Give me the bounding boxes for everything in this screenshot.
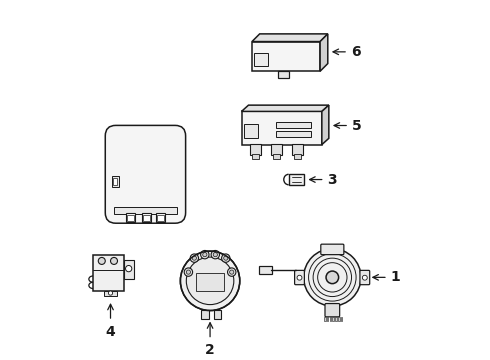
Bar	[276, 122, 311, 128]
Polygon shape	[320, 34, 328, 71]
Bar	[292, 144, 303, 155]
Bar	[114, 207, 177, 215]
Circle shape	[224, 256, 228, 260]
Text: 3: 3	[327, 172, 337, 186]
Bar	[278, 71, 289, 77]
Polygon shape	[93, 255, 124, 291]
Bar	[276, 131, 311, 137]
Circle shape	[221, 254, 230, 262]
Text: 5: 5	[352, 118, 362, 132]
Circle shape	[227, 268, 236, 276]
Circle shape	[180, 251, 240, 311]
Polygon shape	[252, 34, 328, 41]
Bar	[242, 112, 322, 145]
Bar	[196, 273, 224, 291]
Text: 6: 6	[351, 45, 361, 59]
Bar	[142, 213, 151, 222]
Bar	[338, 317, 340, 321]
Bar	[271, 144, 282, 155]
Circle shape	[98, 257, 105, 265]
Circle shape	[186, 270, 191, 274]
FancyBboxPatch shape	[360, 270, 370, 285]
Circle shape	[213, 253, 218, 257]
Circle shape	[184, 268, 193, 276]
Bar	[157, 215, 164, 221]
Bar	[289, 174, 304, 185]
Bar	[113, 178, 118, 185]
Bar	[250, 144, 261, 155]
Bar	[254, 53, 268, 66]
Bar	[214, 310, 221, 319]
Bar	[103, 291, 118, 296]
Bar	[259, 266, 272, 274]
Text: 2: 2	[205, 343, 215, 357]
Circle shape	[326, 271, 339, 284]
Circle shape	[200, 251, 209, 259]
Bar	[201, 310, 209, 319]
Polygon shape	[242, 105, 329, 112]
FancyBboxPatch shape	[105, 125, 186, 223]
Bar	[126, 213, 135, 222]
Bar	[294, 154, 301, 159]
Bar	[330, 317, 331, 321]
Bar	[143, 215, 149, 221]
Bar	[332, 317, 334, 321]
FancyBboxPatch shape	[325, 303, 340, 317]
Polygon shape	[322, 105, 329, 145]
Circle shape	[186, 257, 234, 305]
Bar	[156, 213, 165, 222]
Bar	[112, 176, 119, 186]
Circle shape	[304, 249, 361, 306]
Circle shape	[192, 256, 196, 260]
Circle shape	[190, 254, 198, 262]
Circle shape	[297, 275, 302, 280]
Circle shape	[108, 291, 113, 295]
Circle shape	[211, 251, 220, 259]
Text: 1: 1	[391, 270, 400, 284]
Circle shape	[230, 270, 234, 274]
Bar	[252, 154, 259, 159]
Bar	[324, 317, 326, 321]
Circle shape	[125, 265, 132, 272]
Circle shape	[111, 257, 118, 265]
Text: 4: 4	[106, 324, 115, 338]
Circle shape	[203, 253, 207, 257]
Bar	[124, 260, 134, 279]
FancyBboxPatch shape	[294, 270, 304, 285]
Bar	[272, 154, 280, 159]
Circle shape	[363, 275, 368, 280]
Bar	[335, 317, 337, 321]
Bar	[252, 41, 320, 71]
Bar	[127, 215, 134, 221]
Bar	[327, 317, 328, 321]
Bar	[341, 317, 343, 321]
FancyBboxPatch shape	[321, 244, 344, 255]
Bar	[245, 124, 258, 138]
